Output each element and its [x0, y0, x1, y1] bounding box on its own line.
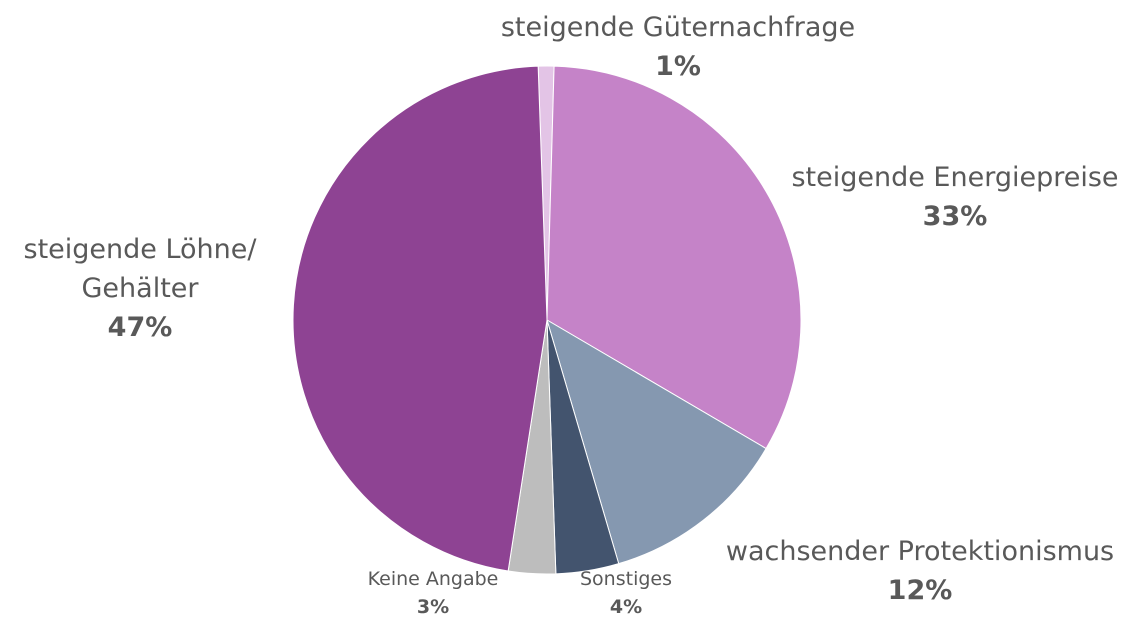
slice-label: wachsender Protektionismus 12% [726, 532, 1114, 610]
category-label: Sonstiges [579, 568, 673, 590]
category-label: wachsender Protektionismus [725, 536, 1115, 567]
value-label: 33% [922, 201, 988, 233]
category-label: steigende Löhne/ Gehälter [23, 234, 257, 305]
slice-label: Sonstiges 4% [580, 566, 672, 621]
value-label: 3% [416, 595, 450, 618]
pie-slice [546, 318, 767, 565]
slice-label: Keine Angabe 3% [368, 566, 499, 621]
slice-label: steigende Löhne/ Gehälter 47% [0, 230, 285, 347]
category-label: Keine Angabe [367, 568, 499, 590]
value-label: 12% [887, 575, 953, 607]
value-label: 1% [655, 51, 701, 83]
pie-slice [292, 65, 548, 572]
category-label: steigende Energiepreise [791, 162, 1119, 193]
pie-slice [546, 65, 802, 450]
value-label: 47% [107, 312, 173, 344]
slice-label: steigende Güternachfrage 1% [501, 8, 855, 86]
category-label: steigende Güternachfrage [500, 12, 856, 43]
value-label: 4% [609, 595, 643, 618]
slice-label: steigende Energiepreise 33% [791, 158, 1118, 236]
